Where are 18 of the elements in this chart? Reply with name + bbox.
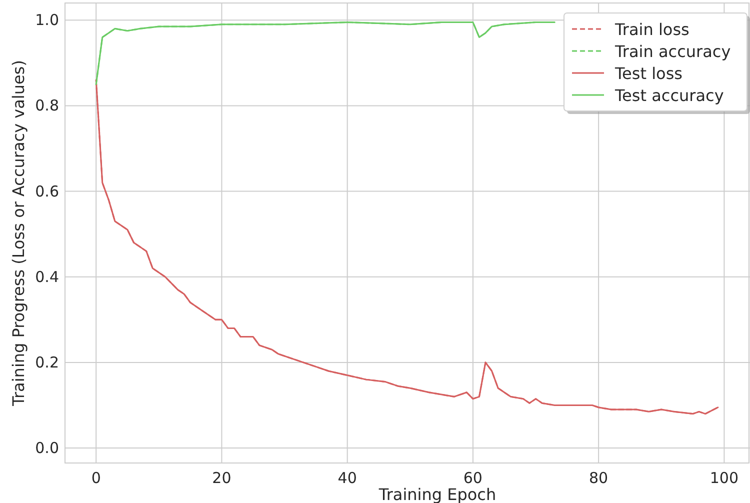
- y-tick-label: 0.6: [35, 182, 59, 200]
- y-tick-label: 0.4: [35, 268, 59, 286]
- x-tick-label: 60: [463, 469, 482, 487]
- x-tick-label: 100: [710, 469, 739, 487]
- legend-label: Train loss: [614, 20, 690, 39]
- y-tick-label: 0.0: [35, 439, 59, 458]
- x-tick-label: 0: [91, 469, 101, 487]
- x-axis-title: Training Epoch: [378, 485, 496, 503]
- y-tick-label: 0.8: [35, 96, 59, 115]
- x-tick-label: 80: [589, 469, 608, 487]
- legend-label: Test loss: [614, 64, 682, 83]
- y-tick-label: 0.2: [35, 353, 59, 372]
- legend-label: Train accuracy: [614, 42, 731, 61]
- legend-label: Test accuracy: [614, 86, 724, 105]
- y-tick-label: 1.0: [35, 11, 59, 30]
- x-tick-label: 40: [338, 469, 357, 487]
- x-tick-label: 20: [212, 469, 232, 487]
- y-axis-title: Training Progress (Loss or Accuracy values): [9, 60, 28, 407]
